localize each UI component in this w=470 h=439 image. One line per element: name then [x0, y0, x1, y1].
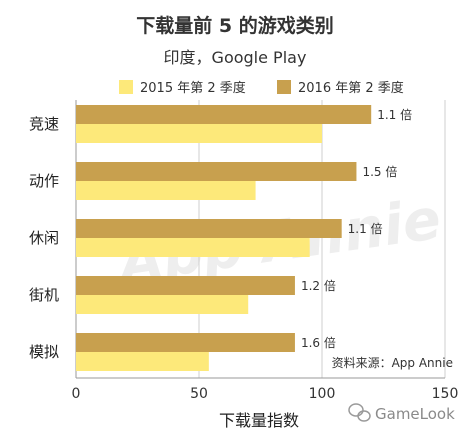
- chart-subtitle: 印度，Google Play: [164, 48, 307, 67]
- legend-swatch-2016: [277, 80, 291, 94]
- data-labels: 1.1 倍 1.5 倍 1.1 倍 1.2 倍 1.6 倍: [301, 107, 412, 350]
- x-tick-50: 50: [190, 386, 208, 402]
- x-tick-100: 100: [309, 386, 336, 402]
- bar-2016-5: [76, 333, 295, 352]
- bar-2015-4: [76, 295, 249, 314]
- source-note: 资料来源：App Annie: [332, 356, 453, 370]
- brand-logo: GameLook: [348, 403, 455, 423]
- data-label-4: 1.2 倍: [301, 278, 336, 293]
- x-axis-label: 下载量指数: [219, 411, 299, 430]
- category-label-3: 休闲: [29, 229, 59, 247]
- bar-2015-1: [76, 124, 322, 143]
- category-label-4: 街机: [29, 286, 59, 304]
- legend-label-2015: 2015 年第 2 季度: [140, 80, 246, 96]
- bar-2016-2: [76, 162, 357, 181]
- bar-2015-5: [76, 352, 209, 371]
- data-label-5: 1.6 倍: [301, 335, 336, 350]
- legend-label-2016: 2016 年第 2 季度: [298, 80, 404, 96]
- x-tick-labels: 0 50 100 150: [72, 386, 459, 402]
- category-label-2: 动作: [29, 172, 59, 190]
- data-label-1: 1.1 倍: [377, 107, 412, 122]
- bars: [76, 105, 372, 371]
- data-label-2: 1.5 倍: [362, 164, 397, 179]
- legend: 2015 年第 2 季度 2016 年第 2 季度: [119, 80, 404, 96]
- bar-2015-2: [76, 181, 256, 200]
- bar-2015-3: [76, 238, 310, 257]
- bar-2016-1: [76, 105, 372, 124]
- x-tick-150: 150: [432, 386, 459, 402]
- category-label-5: 模拟: [29, 343, 59, 361]
- wechat-icon: [348, 403, 371, 422]
- category-label-1: 竞速: [29, 115, 59, 133]
- data-label-3: 1.1 倍: [348, 221, 383, 236]
- bar-2016-4: [76, 276, 295, 295]
- legend-swatch-2015: [119, 80, 133, 94]
- bar-2016-3: [76, 219, 342, 238]
- chart-title: 下载量前 5 的游戏类别: [136, 14, 333, 37]
- brand-name: GameLook: [375, 405, 455, 423]
- x-tick-0: 0: [72, 386, 81, 402]
